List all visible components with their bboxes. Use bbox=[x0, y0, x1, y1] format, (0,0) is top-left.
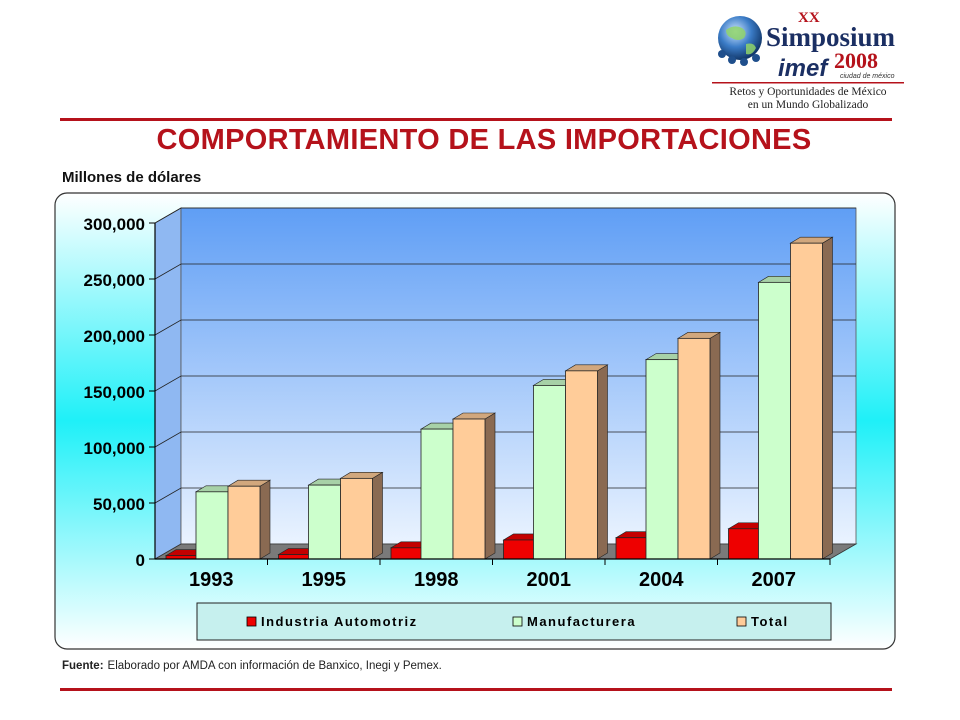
bar-manufacturera-1995 bbox=[308, 484, 341, 560]
x-tick-label: 2007 bbox=[752, 569, 797, 591]
gridline bbox=[154, 263, 856, 280]
bar-industria-automotriz-2007 bbox=[728, 528, 761, 560]
bar-industria-automotriz-2004 bbox=[615, 537, 649, 560]
x-tick-label: 2004 bbox=[639, 569, 684, 591]
y-tick-label: 50,000 bbox=[93, 495, 145, 514]
bar-manufacturera-2001 bbox=[533, 384, 566, 560]
x-tick-label: 1995 bbox=[302, 569, 347, 591]
globe-icon bbox=[718, 16, 762, 66]
bar-manufacturera-1993 bbox=[195, 491, 229, 560]
bar-total-2007 bbox=[790, 242, 823, 560]
source-label: Fuente: bbox=[62, 660, 104, 672]
y-tick-label: 0 bbox=[136, 551, 145, 570]
logo-event: Simposium bbox=[766, 22, 896, 52]
bar-side-total-1998 bbox=[484, 412, 496, 560]
bar-industria-automotriz-1995 bbox=[278, 554, 311, 560]
legend-label-manufacturera: Manufacturera bbox=[527, 614, 636, 629]
logo-tagline-2: en un Mundo Globalizado bbox=[748, 99, 869, 111]
bar-total-2001 bbox=[565, 370, 598, 560]
bar-industria-automotriz-1998 bbox=[390, 547, 424, 560]
bar-industria-automotriz-2001 bbox=[503, 539, 536, 560]
logo-tagline-1: Retos y Oportunidades de México bbox=[729, 86, 886, 98]
top-divider bbox=[60, 118, 892, 121]
x-tick-label: 1993 bbox=[189, 569, 234, 591]
bar-manufacturera-1998 bbox=[420, 428, 454, 560]
bar-total-1998 bbox=[452, 418, 486, 560]
gridline bbox=[154, 487, 856, 504]
x-tick-label: 1998 bbox=[414, 569, 459, 591]
logo-edition: XX bbox=[798, 10, 820, 26]
simposium-logo: XX Simposium imef 2008 ciudad de méxico … bbox=[712, 10, 904, 111]
page-title: COMPORTAMIENTO DE LAS IMPORTACIONES bbox=[156, 124, 812, 156]
bar-total-1993 bbox=[227, 485, 261, 560]
logo-year: 2008 bbox=[834, 48, 878, 73]
y-tick-label: 250,000 bbox=[84, 271, 145, 290]
gridline bbox=[154, 431, 856, 448]
units-label: Millones de dólares bbox=[62, 169, 202, 186]
logo-org: imef bbox=[778, 55, 829, 82]
y-tick-label: 300,000 bbox=[84, 215, 145, 234]
bar-total-2004 bbox=[677, 337, 711, 560]
legend-swatch-total bbox=[736, 616, 747, 627]
bar-total-1995 bbox=[340, 477, 373, 560]
bar-manufacturera-2004 bbox=[645, 359, 679, 560]
source-note: Fuente: Elaborado por AMDA con informació… bbox=[62, 660, 442, 672]
legend-swatch-manufacturera bbox=[512, 616, 523, 627]
x-tick-label: 2001 bbox=[527, 569, 572, 591]
bar-side-total-1993 bbox=[259, 479, 271, 560]
bar-side-total-2007 bbox=[822, 236, 833, 560]
gridline bbox=[154, 319, 856, 336]
y-tick-label: 100,000 bbox=[84, 439, 145, 458]
legend-label-industria-automotriz: Industria Automotriz bbox=[261, 614, 418, 629]
imports-bar-chart: 0 50,000 100,000 150,000 200,000 250,000 300,0… bbox=[54, 192, 896, 650]
bar-side-total-2001 bbox=[597, 364, 608, 560]
legend-swatch-industria-automotriz bbox=[246, 616, 257, 627]
bar-manufacturera-2007 bbox=[758, 281, 791, 560]
gridline bbox=[154, 207, 856, 224]
gridline bbox=[154, 375, 856, 392]
legend-label-total: Total bbox=[751, 614, 789, 629]
y-tick-label: 150,000 bbox=[84, 383, 145, 402]
bottom-divider bbox=[60, 688, 892, 691]
bar-side-total-2004 bbox=[709, 331, 721, 560]
y-tick-label: 200,000 bbox=[84, 327, 145, 346]
logo-city: ciudad de méxico bbox=[840, 73, 895, 80]
source-text: Elaborado por AMDA con información de Ba… bbox=[107, 660, 442, 672]
bar-side-total-1995 bbox=[372, 471, 383, 560]
